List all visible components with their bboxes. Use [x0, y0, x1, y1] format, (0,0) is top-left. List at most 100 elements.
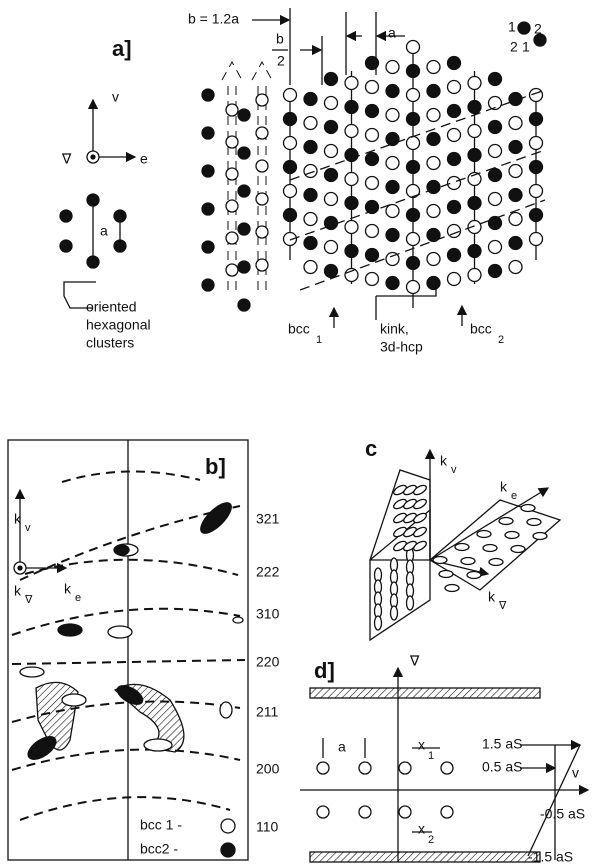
- site: [407, 41, 420, 54]
- site: [427, 109, 440, 122]
- molecule: [483, 545, 497, 552]
- site: [366, 273, 379, 286]
- molecule: [375, 616, 382, 630]
- site-number: 1: [508, 19, 516, 35]
- k-label: k: [14, 511, 22, 527]
- lattice: [202, 41, 545, 312]
- spot: [108, 626, 132, 638]
- b-label: b = 1.2a: [188, 11, 239, 27]
- site: [530, 137, 543, 150]
- site: [238, 261, 250, 273]
- site: [345, 197, 358, 210]
- a-label: a: [388, 25, 396, 41]
- site: [489, 73, 502, 86]
- axis-origin: [18, 566, 22, 570]
- site: [489, 193, 502, 206]
- site: [427, 133, 440, 146]
- site: [202, 241, 214, 253]
- site: [386, 205, 399, 218]
- site: [427, 157, 440, 170]
- site: [468, 197, 481, 210]
- panel-d: d] ∇ v a x 1 x 2 1.5 aS 0.5 aS -0.5 aS -…: [300, 653, 588, 865]
- caption: hexagonal: [86, 317, 151, 333]
- site: [366, 249, 379, 262]
- atom: [359, 806, 371, 818]
- k-sub: e: [511, 490, 517, 502]
- site: [284, 113, 297, 126]
- site: [226, 232, 238, 244]
- level-label: 310: [256, 606, 280, 622]
- k-sub: ∇: [24, 594, 33, 606]
- spot: [20, 667, 44, 677]
- profile: [528, 745, 580, 856]
- shear-label: 0.5 aS: [482, 759, 522, 775]
- site: [202, 127, 214, 139]
- site: [407, 233, 420, 246]
- molecule: [527, 519, 541, 526]
- site: [238, 185, 250, 197]
- site: [530, 89, 543, 102]
- spot: [144, 739, 172, 751]
- site: [448, 249, 461, 262]
- k-label: k: [488, 589, 496, 605]
- atom: [441, 806, 453, 818]
- site: [238, 299, 250, 311]
- molecule: [533, 533, 547, 540]
- site: [256, 259, 268, 271]
- site: [345, 77, 358, 90]
- panel-a: a] b = 1.2a b 2 a 1 2 2 1 v e ∇ a orient…: [60, 8, 546, 355]
- site: [534, 34, 546, 46]
- level-label: 211: [256, 704, 279, 720]
- site: [366, 81, 379, 94]
- level-curve: [20, 797, 230, 820]
- site: [284, 89, 297, 102]
- site: [345, 173, 358, 186]
- site: [226, 104, 238, 116]
- site: [489, 241, 502, 254]
- site: [386, 229, 399, 242]
- site: [468, 245, 481, 258]
- site: [325, 241, 338, 254]
- a-label: a: [338, 739, 346, 755]
- site: [407, 113, 420, 126]
- site: [238, 223, 250, 235]
- site: [202, 203, 214, 215]
- site: [386, 85, 399, 98]
- site: [407, 65, 420, 78]
- shear-label: 1.5 aS: [482, 736, 522, 752]
- atom: [359, 762, 371, 774]
- site: [226, 200, 238, 212]
- site: [345, 101, 358, 114]
- b-half-num: b: [276, 31, 284, 47]
- k-label: k: [500, 479, 508, 495]
- panel-c: c k v k e k ∇: [365, 436, 560, 640]
- molecule: [467, 572, 481, 579]
- site: [325, 121, 338, 134]
- site: [366, 105, 379, 118]
- site: [448, 201, 461, 214]
- site: [448, 81, 461, 94]
- molecule: [433, 557, 447, 564]
- level-label: 321: [256, 511, 280, 527]
- site: [304, 141, 317, 154]
- site: [407, 257, 420, 270]
- site: [345, 245, 358, 258]
- site: [468, 125, 481, 138]
- molecule: [477, 531, 491, 538]
- site: [256, 193, 268, 205]
- molecule: [489, 559, 503, 566]
- bcc1-sub: 1: [316, 334, 322, 346]
- site: [304, 189, 317, 202]
- site-number: 1: [522, 39, 530, 55]
- spot: [220, 702, 232, 718]
- vector-label: e: [140, 151, 148, 167]
- molecule: [439, 571, 453, 578]
- site: [509, 213, 522, 226]
- molecule: [455, 544, 469, 551]
- caption: clusters: [86, 335, 134, 351]
- site: [489, 217, 502, 230]
- molecule: [461, 558, 475, 565]
- caption: oriented: [86, 299, 137, 315]
- site: [304, 165, 317, 178]
- wall: [310, 852, 540, 862]
